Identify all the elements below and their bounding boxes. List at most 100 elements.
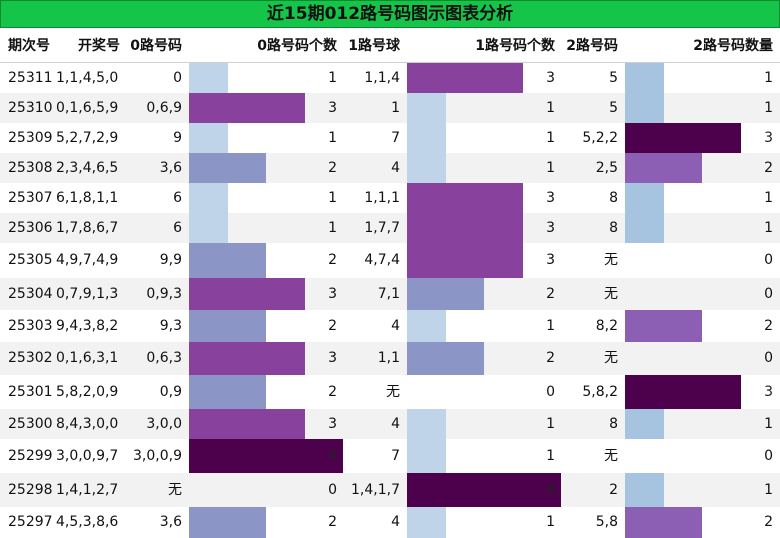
route2-count-bar [625, 93, 664, 123]
route1-numbers-cell: 4,7,4 [364, 252, 400, 268]
route1-count-label: 1 [546, 130, 555, 146]
route2-count-bar [625, 409, 664, 439]
period-cell: 25302 [8, 350, 53, 366]
route2-count-label: 0 [764, 252, 773, 268]
route0-count-bar [189, 409, 305, 439]
route0-count-bar [189, 342, 305, 375]
route0-count-bar [189, 507, 266, 538]
route1-count-label: 3 [546, 252, 555, 268]
route2-count-label: 2 [764, 514, 773, 530]
route2-count-label: 1 [764, 100, 773, 116]
route0-count-label: 0 [328, 482, 337, 498]
route1-count-bar [407, 63, 523, 93]
route1-count-label: 1 [546, 318, 555, 334]
route2-count-bar [625, 507, 702, 538]
route0-numbers-cell: 3,0,0 [146, 416, 182, 432]
route0-count-bar [189, 63, 228, 93]
route2-numbers-cell: 5 [609, 70, 618, 86]
header-route0-count: 0路号码个数 [257, 38, 337, 54]
route2-count-label: 1 [764, 416, 773, 432]
route1-count-bar [407, 507, 446, 538]
route0-count-label: 2 [328, 514, 337, 530]
draw-number-cell: 5,2,7,2,9 [56, 130, 119, 146]
route1-count-bar [407, 278, 484, 310]
route2-count-label: 0 [764, 448, 773, 464]
route0-count-label: 2 [328, 252, 337, 268]
route0-count-bar [189, 123, 228, 153]
route0-count-bar [189, 439, 343, 473]
period-cell: 25300 [8, 416, 53, 432]
route1-count-label: 1 [546, 448, 555, 464]
header-divider [0, 62, 780, 63]
draw-number-cell: 8,4,3,0,0 [56, 416, 119, 432]
route2-count-label: 1 [764, 70, 773, 86]
route0-count-bar [189, 93, 305, 123]
period-cell: 25310 [8, 100, 53, 116]
header-route1-count: 1路号码个数 [475, 38, 555, 54]
header-draw: 开奖号 [78, 38, 120, 54]
draw-number-cell: 2,3,4,6,5 [56, 160, 119, 176]
draw-number-cell: 6,1,8,1,1 [56, 190, 119, 206]
route0-count-label: 3 [328, 100, 337, 116]
route1-count-bar [407, 409, 446, 439]
route2-count-label: 1 [764, 220, 773, 236]
period-cell: 25311 [8, 70, 53, 86]
route0-numbers-cell: 9,3 [159, 318, 182, 334]
route0-count-label: 2 [328, 318, 337, 334]
route1-count-label: 1 [546, 160, 555, 176]
route1-count-label: 0 [546, 384, 555, 400]
route0-count-bar [189, 310, 266, 342]
route0-count-bar [189, 153, 266, 183]
draw-number-cell: 3,0,0,9,7 [56, 448, 119, 464]
period-cell: 25308 [8, 160, 53, 176]
route0-count-label: 2 [328, 384, 337, 400]
route1-count-label: 2 [546, 350, 555, 366]
route0-numbers-cell: 3,0,0,9 [133, 448, 182, 464]
header-route1: 1路号球 [348, 38, 400, 54]
route2-numbers-cell: 8,2 [595, 318, 618, 334]
route0-numbers-cell: 无 [168, 482, 182, 498]
route0-count-label: 1 [328, 130, 337, 146]
draw-number-cell: 0,7,9,1,3 [56, 286, 119, 302]
period-cell: 25309 [8, 130, 53, 146]
route1-numbers-cell: 1,1,1 [364, 190, 400, 206]
route1-numbers-cell: 4 [391, 160, 400, 176]
route0-count-bar [189, 278, 305, 310]
route1-count-label: 1 [546, 514, 555, 530]
route0-count-label: 3 [328, 286, 337, 302]
period-cell: 25299 [8, 448, 53, 464]
route1-count-bar [407, 213, 523, 243]
route2-count-bar [625, 375, 741, 409]
route2-count-label: 1 [764, 190, 773, 206]
chart-title: 近15期012路号码图示图表分析 [0, 0, 780, 28]
route2-numbers-cell: 8 [609, 220, 618, 236]
route1-count-label: 1 [546, 100, 555, 116]
period-cell: 25298 [8, 482, 53, 498]
route0-numbers-cell: 9,9 [159, 252, 182, 268]
route1-numbers-cell: 4 [391, 318, 400, 334]
route0-numbers-cell: 6 [173, 190, 182, 206]
route1-count-label: 3 [546, 190, 555, 206]
route0-numbers-cell: 0,6,9 [146, 100, 182, 116]
route0-numbers-cell: 0 [173, 70, 182, 86]
route1-count-label: 3 [546, 220, 555, 236]
route1-count-bar [407, 123, 446, 153]
route2-numbers-cell: 5,8 [595, 514, 618, 530]
route1-numbers-cell: 7 [391, 130, 400, 146]
route0-numbers-cell: 6 [173, 220, 182, 236]
route2-numbers-cell: 无 [604, 448, 618, 464]
route2-count-bar [625, 153, 702, 183]
draw-number-cell: 9,4,3,8,2 [56, 318, 119, 334]
period-cell: 25297 [8, 514, 53, 530]
route2-numbers-cell: 5,2,2 [582, 130, 618, 146]
route2-numbers-cell: 5 [609, 100, 618, 116]
period-cell: 25306 [8, 220, 53, 236]
route1-numbers-cell: 1,1 [377, 350, 400, 366]
route1-count-bar [407, 93, 446, 123]
route1-count-bar [407, 439, 446, 473]
route0-count-bar [189, 213, 228, 243]
draw-number-cell: 4,9,7,4,9 [56, 252, 119, 268]
route2-count-label: 2 [764, 160, 773, 176]
period-cell: 25307 [8, 190, 53, 206]
route0-numbers-cell: 3,6 [159, 514, 182, 530]
